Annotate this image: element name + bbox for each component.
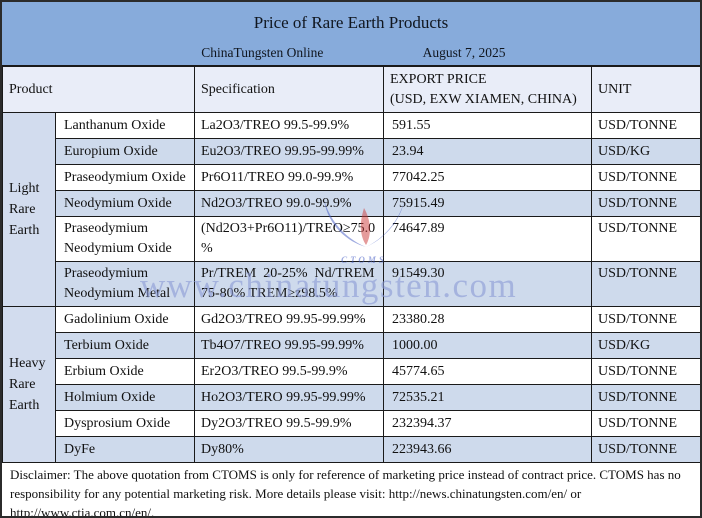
unit-cell: USD/TONNE bbox=[591, 164, 700, 191]
table-row: DyFe Dy80% 223943.66 USD/TONNE bbox=[3, 436, 700, 463]
product-cell: DyFe bbox=[55, 436, 195, 463]
table-row: Dysprosium Oxide Dy2O3/TREO 99.5-99.9% 2… bbox=[3, 410, 700, 437]
price-cell: 77042.25 bbox=[383, 164, 592, 191]
source-label: ChinaTungsten Online bbox=[201, 45, 324, 60]
group-light-rare-earth: Light Rare Earth bbox=[2, 112, 56, 307]
table-row: Praseodymium Neodymium Metal Pr/TREM 20-… bbox=[3, 261, 700, 307]
spec-cell: Dy80% bbox=[194, 436, 384, 463]
product-cell: Europium Oxide bbox=[55, 138, 195, 165]
price-cell: 591.55 bbox=[383, 112, 592, 139]
unit-cell: USD/TONNE bbox=[591, 190, 700, 217]
price-cell: 232394.37 bbox=[383, 410, 592, 437]
spec-cell: Gd2O3/TREO 99.95-99.99% bbox=[194, 306, 384, 333]
spec-cell: Nd2O3/TREO 99.0-99.9% bbox=[194, 190, 384, 217]
unit-cell: USD/TONNE bbox=[591, 216, 700, 262]
price-cell: 75915.49 bbox=[383, 190, 592, 217]
product-cell: Terbium Oxide bbox=[55, 332, 195, 359]
spec-cell: Tb4O7/TREO 99.95-99.99% bbox=[194, 332, 384, 359]
col-header-export-price-line1: EXPORT PRICE bbox=[390, 71, 487, 87]
product-cell: Neodymium Oxide bbox=[55, 190, 195, 217]
price-cell: 45774.65 bbox=[383, 358, 592, 385]
price-table: Product Specification EXPORT PRICE (USD,… bbox=[2, 66, 700, 463]
table-row: Heavy Rare Earth Gadolinium Oxide Gd2O3/… bbox=[2, 306, 700, 463]
product-cell: Praseodymium Neodymium Metal bbox=[55, 261, 195, 307]
price-cell: 223943.66 bbox=[383, 436, 592, 463]
spec-cell: Pr/TREM 20-25% Nd/TREM 75-80% TREM≥z98.5… bbox=[194, 261, 384, 307]
product-cell: Lanthanum Oxide bbox=[55, 112, 195, 139]
spec-cell: (Nd2O3+Pr6O11)/TREO≥75.0 % bbox=[194, 216, 384, 262]
product-cell: Praseodymium Neodymium Oxide bbox=[55, 216, 195, 262]
unit-cell: USD/KG bbox=[591, 332, 700, 359]
table-row: Holmium Oxide Ho2O3/TERO 99.95-99.99% 72… bbox=[3, 384, 700, 411]
header-row: Product Specification EXPORT PRICE (USD,… bbox=[2, 66, 700, 113]
price-cell: 91549.30 bbox=[383, 261, 592, 307]
product-cell: Erbium Oxide bbox=[55, 358, 195, 385]
product-cell: Dysprosium Oxide bbox=[55, 410, 195, 437]
col-header-specification: Specification bbox=[194, 66, 384, 113]
col-header-export-price-line2: (USD, EXW XIAMEN, CHINA) bbox=[390, 91, 577, 107]
disclaimer-text: Disclaimer: The above quotation from CTO… bbox=[2, 463, 700, 516]
spec-cell: Pr6O11/TREO 99.0-99.9% bbox=[194, 164, 384, 191]
price-cell: 1000.00 bbox=[383, 332, 592, 359]
product-cell: Gadolinium Oxide bbox=[55, 306, 195, 333]
product-cell: Holmium Oxide bbox=[55, 384, 195, 411]
col-header-export-price: EXPORT PRICE (USD, EXW XIAMEN, CHINA) bbox=[383, 66, 592, 113]
unit-cell: USD/TONNE bbox=[591, 261, 700, 307]
col-header-product: Product bbox=[2, 66, 195, 113]
unit-cell: USD/KG bbox=[591, 138, 700, 165]
unit-cell: USD/TONNE bbox=[591, 112, 700, 139]
spec-cell: La2O3/TREO 99.5-99.9% bbox=[194, 112, 384, 139]
table-row: Praseodymium Oxide Pr6O11/TREO 99.0-99.9… bbox=[3, 164, 700, 191]
spec-cell: Er2O3/TREO 99.5-99.9% bbox=[194, 358, 384, 385]
unit-cell: USD/TONNE bbox=[591, 384, 700, 411]
price-cell: 74647.89 bbox=[383, 216, 592, 262]
col-header-unit: UNIT bbox=[591, 66, 700, 113]
unit-cell: USD/TONNE bbox=[591, 436, 700, 463]
header-band: Price of Rare Earth Products ChinaTungst… bbox=[2, 2, 700, 66]
table-row: Neodymium Oxide Nd2O3/TREO 99.0-99.9% 75… bbox=[3, 190, 700, 217]
table-row: Europium Oxide Eu2O3/TREO 99.95-99.99% 2… bbox=[3, 138, 700, 165]
spec-cell: Dy2O3/TREO 99.5-99.9% bbox=[194, 410, 384, 437]
page-title: Price of Rare Earth Products bbox=[253, 13, 449, 32]
product-cell: Praseodymium Oxide bbox=[55, 164, 195, 191]
table-row: Praseodymium Neodymium Oxide (Nd2O3+Pr6O… bbox=[3, 216, 700, 262]
unit-cell: USD/TONNE bbox=[591, 410, 700, 437]
price-cell: 23380.28 bbox=[383, 306, 592, 333]
table-row: Light Rare Earth Lanthanum Oxide La2O3/T… bbox=[2, 112, 700, 307]
unit-cell: USD/TONNE bbox=[591, 358, 700, 385]
price-cell: 72535.21 bbox=[383, 384, 592, 411]
table-row: Terbium Oxide Tb4O7/TREO 99.95-99.99% 10… bbox=[3, 332, 700, 359]
price-cell: 23.94 bbox=[383, 138, 592, 165]
spec-cell: Ho2O3/TERO 99.95-99.99% bbox=[194, 384, 384, 411]
group-heavy-rare-earth: Heavy Rare Earth bbox=[2, 306, 56, 463]
table-row: Erbium Oxide Er2O3/TREO 99.5-99.9% 45774… bbox=[3, 358, 700, 385]
unit-cell: USD/TONNE bbox=[591, 306, 700, 333]
spec-cell: Eu2O3/TREO 99.95-99.99% bbox=[194, 138, 384, 165]
date-label: August 7, 2025 bbox=[422, 45, 506, 60]
